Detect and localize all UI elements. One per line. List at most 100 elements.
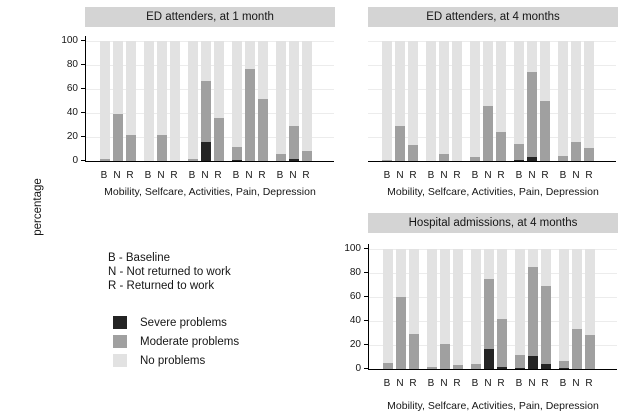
segment-moderate [396, 297, 406, 369]
bar-pain-n [528, 249, 538, 369]
y-tick [364, 344, 369, 345]
segment-moderate [497, 318, 507, 367]
y-tick-label: 0 [72, 155, 78, 166]
segment-no [452, 41, 462, 161]
y-tick [364, 320, 369, 321]
segment-moderate [245, 68, 255, 161]
segment-no [383, 249, 393, 363]
bar-pain-b [514, 41, 524, 161]
bar-letter-label: R [585, 378, 593, 389]
bar-pain-b [232, 41, 242, 161]
bar-activities-r [214, 41, 224, 161]
y-tick [81, 160, 86, 161]
segment-moderate [383, 363, 393, 369]
bar-letter-label: N [201, 170, 209, 181]
key-line-returned: R - Returned to work [108, 280, 215, 292]
segment-severe [497, 366, 507, 369]
category-labels: Mobility, Selfcare, Activities, Pain, De… [104, 186, 316, 198]
bar-selfcare-r [452, 41, 462, 161]
segment-no [541, 249, 551, 287]
bar-selfcare-n [439, 41, 449, 161]
bar-selfcare-b [427, 249, 437, 369]
segment-no [471, 249, 481, 365]
segment-moderate [483, 105, 493, 161]
y-tick-label: 0 [355, 363, 361, 374]
segment-moderate [440, 343, 450, 369]
legend-swatch-moderate-icon [113, 335, 127, 348]
segment-moderate [427, 366, 437, 369]
bar-group-pain [232, 41, 268, 161]
segment-no [497, 249, 507, 319]
y-tick-label: 80 [66, 59, 78, 70]
segment-no [232, 41, 242, 147]
legend-swatch-severe-icon [113, 316, 127, 329]
bar-activities-r [496, 41, 506, 161]
bar-activities-n [201, 41, 211, 161]
segment-moderate [113, 114, 123, 161]
plot-area: 0 20 40 60 80 100 [344, 243, 617, 374]
bar-mobility-b [382, 41, 392, 161]
panel-title: ED attenders, at 4 months [368, 7, 618, 27]
bar-group-pain [515, 249, 551, 369]
segment-moderate [527, 72, 537, 158]
bar-letter-label: N [289, 170, 297, 181]
bar-letter-label: N [440, 170, 448, 181]
bar-letter-label: B [383, 378, 391, 389]
bar-letter-label: R [126, 170, 134, 181]
segment-severe [528, 355, 538, 369]
y-tick [364, 368, 369, 369]
segment-no [572, 249, 582, 330]
segment-no [515, 249, 525, 355]
bar-letter-label: R [453, 170, 461, 181]
plot-area: 0 20 40 60 80 100 [61, 35, 334, 166]
bar-letter-label: N [396, 378, 404, 389]
segment-no [427, 249, 437, 367]
bar-selfcare-n [157, 41, 167, 161]
panel-title: Hospital admissions, at 4 months [368, 213, 618, 233]
segment-no [585, 249, 595, 336]
segment-no [584, 41, 594, 148]
plot-area [368, 36, 616, 162]
bar-group-activities [188, 41, 224, 161]
bar-letter-label: B [559, 378, 567, 389]
bar-selfcare-r [170, 41, 180, 161]
bar-letter-label: R [585, 170, 593, 181]
segment-no [571, 41, 581, 142]
segment-no [289, 41, 299, 127]
segment-moderate [214, 117, 224, 161]
y-tick [81, 112, 86, 113]
bar-pain-r [541, 249, 551, 369]
bar-group-depression [558, 41, 594, 161]
segment-moderate [584, 147, 594, 161]
bar-letter-label: B [427, 170, 435, 181]
bar-letter-label: B [188, 170, 196, 181]
y-tick-label: 100 [344, 243, 361, 254]
segment-moderate [188, 158, 198, 161]
segment-no [540, 41, 550, 101]
bar-letter-label: N [396, 170, 404, 181]
bar-letter-label: B [427, 378, 435, 389]
y-axis-label: percentage [32, 178, 44, 236]
segment-moderate [572, 329, 582, 369]
segment-no [100, 41, 110, 159]
segment-no [214, 41, 224, 118]
y-tick-label: 40 [349, 315, 361, 326]
bar-activities-r [497, 249, 507, 369]
y-tick-label: 20 [349, 339, 361, 350]
bar-letter-label: B [515, 378, 523, 389]
bar-group-selfcare [427, 249, 463, 369]
bar-mobility-r [408, 41, 418, 161]
bar-letter-label: B [515, 170, 523, 181]
bar-group-depression [276, 41, 312, 161]
segment-moderate [559, 360, 569, 368]
segment-no [514, 41, 524, 145]
legend-row-moderate: Moderate problems [113, 332, 239, 351]
segment-no [188, 41, 198, 159]
segment-severe [289, 158, 299, 161]
